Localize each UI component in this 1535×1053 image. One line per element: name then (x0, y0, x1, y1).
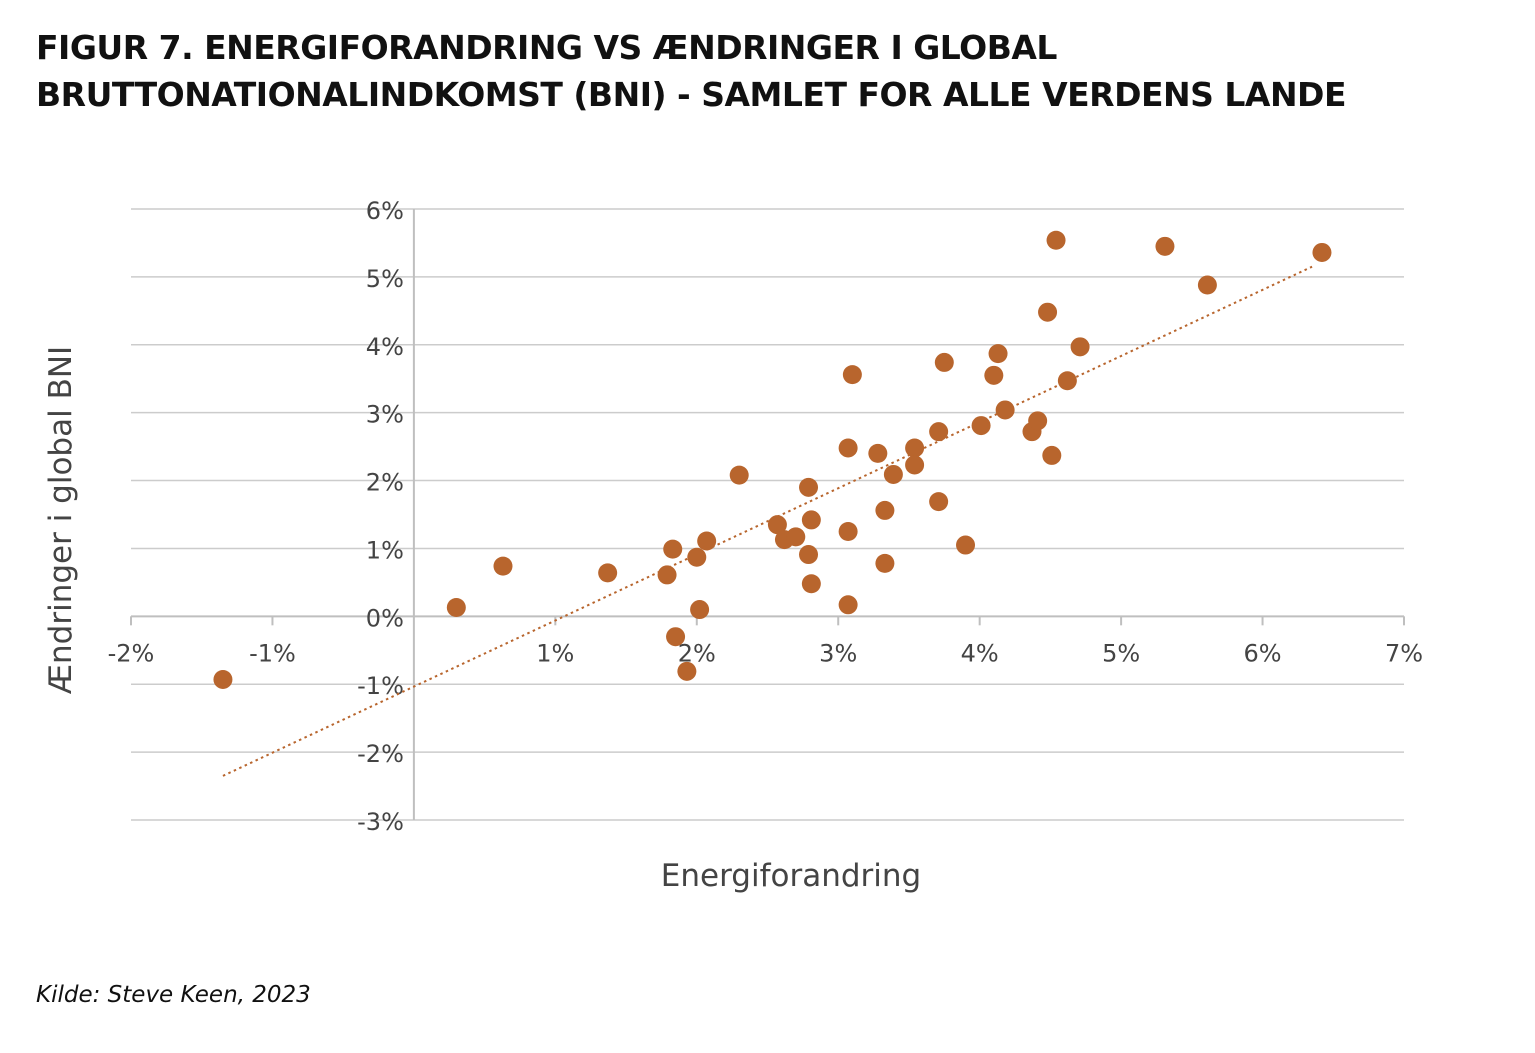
chart-title-line-2: BRUTTONATIONALINDKOMST (BNI) - SAMLET FO… (36, 75, 1347, 114)
data-point (687, 547, 707, 567)
trendline-path (222, 265, 1313, 777)
data-point (1042, 445, 1062, 465)
data-point (995, 400, 1015, 420)
x-axis-title: Energiforandring (661, 858, 921, 894)
x-tick-label: 6% (1244, 639, 1282, 667)
data-point (1155, 236, 1175, 256)
axes (130, 209, 1405, 820)
data-point (1070, 337, 1090, 357)
data-point (598, 563, 618, 583)
data-point (929, 492, 949, 512)
data-point (690, 600, 710, 620)
data-point (875, 553, 895, 573)
data-point (838, 595, 858, 615)
trendline (222, 265, 1313, 777)
data-point (875, 500, 895, 520)
data-point (786, 527, 806, 547)
data-point (956, 535, 976, 555)
data-point (1312, 242, 1332, 262)
data-point (988, 344, 1008, 364)
data-point (1028, 411, 1048, 431)
y-tick-label: 3% (366, 401, 404, 429)
data-point (677, 661, 697, 681)
y-axis-tick-labels: 6% 5% 4% 3% 2% 1% 0% -1% -2% -3% (357, 197, 404, 836)
data-point (801, 510, 821, 530)
data-point (984, 365, 1004, 385)
data-point (1197, 275, 1217, 295)
x-tick-label: -2% (108, 639, 155, 667)
x-tick-label: 5% (1102, 639, 1140, 667)
data-point (213, 669, 233, 689)
x-axis-tick-labels: -2% -1% 1% 2% 3% 4% 5% 6% 7% (108, 639, 1423, 667)
data-point (868, 443, 888, 463)
y-tick-label: 1% (366, 536, 404, 564)
data-point (767, 515, 787, 535)
data-point (663, 539, 683, 559)
y-tick-label: -1% (357, 672, 404, 700)
data-point (446, 598, 466, 618)
data-point (666, 627, 686, 647)
data-point (729, 465, 749, 485)
y-tick-label: 6% (366, 197, 404, 225)
data-point (905, 438, 925, 458)
y-tick-label: -2% (357, 740, 404, 768)
data-point (1057, 371, 1077, 391)
y-axis-title: Ændringer i global BNI (43, 346, 79, 694)
data-point (657, 565, 677, 585)
chart-title: FIGUR 7. ENERGIFORANDRING VS ÆNDRINGER I… (36, 24, 1496, 118)
y-tick-label: 0% (366, 604, 404, 632)
x-tick-label: 7% (1385, 639, 1423, 667)
x-tick-label: 4% (961, 639, 999, 667)
y-tick-label: 2% (366, 469, 404, 497)
data-point (883, 464, 903, 484)
grid-lines (131, 208, 1404, 821)
data-point (929, 422, 949, 442)
data-point (934, 352, 954, 372)
data-point (842, 365, 862, 385)
data-point (799, 545, 819, 565)
data-point (697, 531, 717, 551)
data-point (905, 455, 925, 475)
data-point (1038, 302, 1058, 322)
data-point (838, 521, 858, 541)
y-tick-label: -3% (357, 808, 404, 836)
data-point (1046, 230, 1066, 250)
data-point (799, 477, 819, 497)
x-tick-label: 1% (536, 639, 574, 667)
x-tick-label: 3% (819, 639, 857, 667)
data-point (971, 416, 991, 436)
x-tick-label: -1% (249, 639, 296, 667)
data-point (493, 556, 513, 576)
y-tick-label: 5% (366, 265, 404, 293)
source-note: Kilde: Steve Keen, 2023 (36, 982, 311, 1008)
data-point (838, 438, 858, 458)
data-points (213, 230, 1332, 689)
data-point (801, 574, 821, 594)
chart-title-line-1: FIGUR 7. ENERGIFORANDRING VS ÆNDRINGER I… (36, 28, 1057, 67)
y-tick-label: 4% (366, 333, 404, 361)
